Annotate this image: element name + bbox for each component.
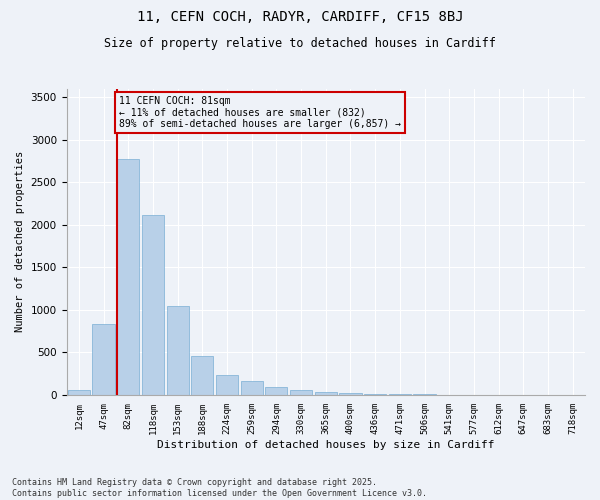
Text: 11, CEFN COCH, RADYR, CARDIFF, CF15 8BJ: 11, CEFN COCH, RADYR, CARDIFF, CF15 8BJ [137,10,463,24]
Text: Size of property relative to detached houses in Cardiff: Size of property relative to detached ho… [104,38,496,51]
Bar [340,393,362,394]
Bar [117,158,139,394]
Y-axis label: Number of detached properties: Number of detached properties [15,151,25,332]
Bar [314,392,337,394]
Bar [167,306,189,394]
Bar [290,390,312,394]
Bar [142,216,164,394]
Bar [191,356,214,395]
Bar [216,374,238,394]
X-axis label: Distribution of detached houses by size in Cardiff: Distribution of detached houses by size … [157,440,494,450]
Bar [68,390,90,394]
Text: 11 CEFN COCH: 81sqm
← 11% of detached houses are smaller (832)
89% of semi-detac: 11 CEFN COCH: 81sqm ← 11% of detached ho… [119,96,401,129]
Bar [265,387,287,394]
Bar [92,324,115,394]
Bar [241,381,263,394]
Text: Contains HM Land Registry data © Crown copyright and database right 2025.
Contai: Contains HM Land Registry data © Crown c… [12,478,427,498]
